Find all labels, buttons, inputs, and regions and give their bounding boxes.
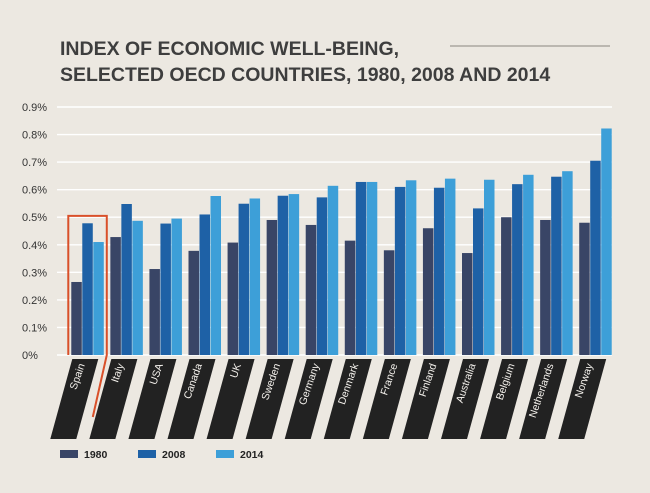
- bar-1980-netherlands: [540, 219, 551, 355]
- bar-2014-uk: [249, 198, 261, 355]
- y-tick-label: 0.9%: [22, 102, 47, 114]
- category-band-canada: [167, 359, 216, 439]
- y-tick-label: 0.3%: [22, 267, 47, 279]
- category-band-finland: [401, 359, 450, 439]
- spain-highlight: [67, 214, 108, 418]
- bar-1980-spain: [71, 281, 82, 355]
- bar-1980-norway: [579, 222, 590, 355]
- bar-2014-italy: [132, 220, 143, 355]
- category-band-france: [362, 359, 411, 439]
- bar-2014-france: [405, 180, 417, 355]
- y-tick-label: 0.4%: [22, 240, 47, 252]
- bar-2008-canada: [199, 214, 210, 355]
- bar-1980-uk: [227, 242, 239, 355]
- bar-2014-canada: [210, 196, 221, 355]
- category-label-uk: UK: [228, 362, 244, 380]
- legend-swatch-2008: [138, 450, 156, 458]
- bar-2014-norway: [601, 128, 612, 355]
- bar-1980-finland: [422, 228, 434, 355]
- bar-2014-sweden: [288, 194, 300, 355]
- category-band-belgium: [480, 359, 529, 439]
- bar-2008-denmark: [355, 181, 367, 355]
- bar-2008-belgium: [512, 184, 523, 355]
- bar-2008-netherlands: [551, 176, 562, 355]
- category-band-spain: [50, 359, 99, 439]
- bar-1980-usa: [149, 269, 160, 355]
- y-tick-label: 0%: [22, 350, 38, 362]
- y-tick-label: 0.5%: [22, 212, 47, 224]
- bar-2008-italy: [121, 203, 132, 355]
- bar-2014-germany: [327, 185, 339, 355]
- bar-2008-sweden: [277, 195, 289, 355]
- bar-2014-denmark: [366, 181, 378, 355]
- bar-2008-france: [394, 186, 406, 355]
- legend: 1980 2008 2014: [60, 449, 264, 461]
- legend-label-2014: 2014: [240, 449, 264, 461]
- legend-label-2008: 2008: [162, 449, 186, 461]
- bar-2014-finland: [444, 178, 456, 355]
- category-band-usa: [128, 359, 177, 439]
- bar-1980-denmark: [344, 240, 356, 355]
- category-band-denmark: [323, 359, 372, 439]
- bar-1980-australia: [462, 253, 473, 355]
- chart-title-line-2: SELECTED OECD COUNTRIES, 1980, 2008 AND …: [60, 64, 550, 86]
- category-band-uk: [206, 359, 255, 439]
- y-tick-label: 0.7%: [22, 157, 47, 169]
- bar-1980-germany: [305, 224, 317, 355]
- bar-2008-spain: [82, 223, 93, 355]
- highlight-box: [67, 214, 108, 418]
- category-labels: Spain Italy USA Canada UK Sweden Germany Denmar…: [50, 359, 607, 439]
- category-band-italy: [89, 359, 138, 439]
- category-band-australia: [441, 359, 489, 439]
- legend-swatch-2014: [216, 450, 234, 458]
- bar-2008-norway: [590, 160, 601, 355]
- bar-1980-sweden: [266, 219, 278, 355]
- bar-2014-usa: [171, 218, 182, 355]
- bar-1980-canada: [188, 250, 199, 355]
- bar-1980-italy: [110, 237, 121, 355]
- bar-2008-uk: [238, 203, 250, 355]
- category-band-norway: [558, 359, 607, 439]
- category-band-netherlands: [519, 359, 568, 439]
- category-band-germany: [284, 359, 333, 439]
- y-tick-label: 0.2%: [22, 295, 47, 307]
- bar-2008-usa: [160, 223, 171, 355]
- chart-title-line-1: INDEX OF ECONOMIC WELL-BEING,: [60, 38, 399, 60]
- y-tick-label: 0.6%: [22, 185, 47, 197]
- bar-2008-germany: [316, 197, 328, 355]
- bar-2014-australia: [484, 179, 495, 355]
- bar-2008-australia: [473, 208, 484, 355]
- bars: [71, 128, 612, 355]
- bar-1980-france: [383, 250, 395, 355]
- category-band-sweden: [245, 359, 294, 439]
- bar-2014-belgium: [523, 174, 534, 355]
- legend-label-1980: 1980: [84, 449, 108, 461]
- bar-2014-netherlands: [562, 171, 573, 355]
- bar-2014-spain: [93, 242, 104, 355]
- y-axis-ticks: 0% 0.1% 0.2% 0.3% 0.4% 0.5% 0.6% 0.7% 0.8% 0.9%: [22, 102, 47, 362]
- bar-1980-belgium: [501, 217, 512, 355]
- y-tick-label: 0.1%: [22, 322, 47, 334]
- bar-2008-finland: [433, 187, 445, 355]
- y-tick-label: 0.8%: [22, 130, 47, 142]
- chart-title: INDEX OF ECONOMIC WELL-BEING, SELECTED O…: [60, 38, 610, 86]
- legend-swatch-1980: [60, 450, 78, 458]
